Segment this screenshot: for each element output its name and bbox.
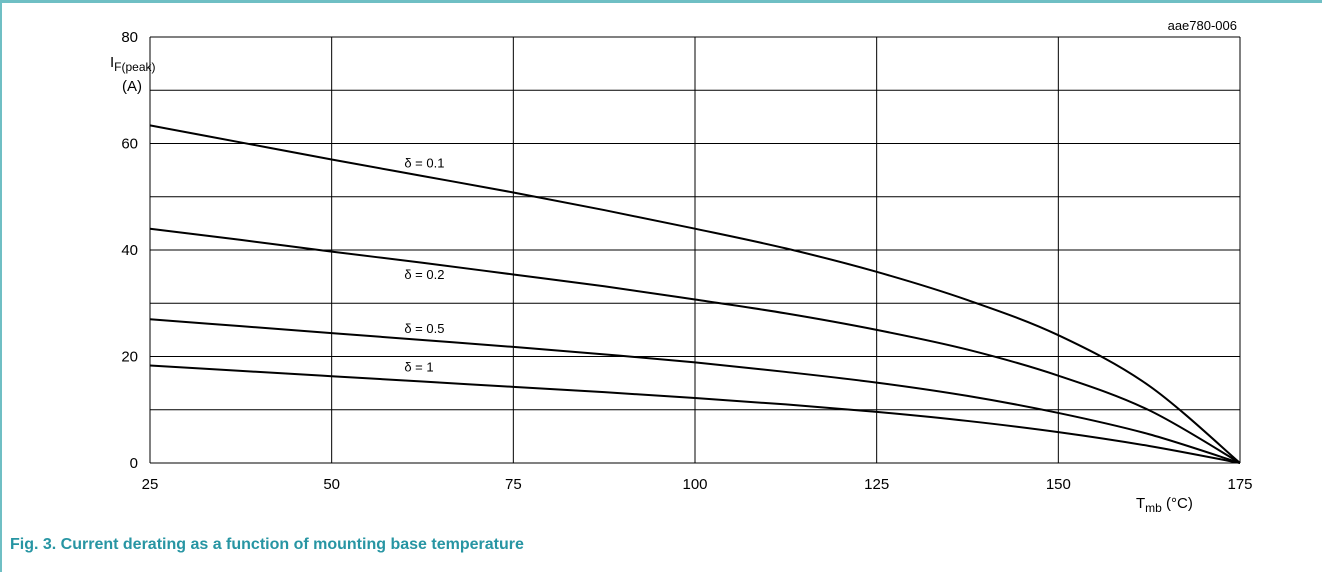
y-axis-label-sub: F(peak) xyxy=(114,60,155,74)
grid xyxy=(149,36,1241,464)
frame-left-border xyxy=(0,0,2,572)
y-tick-label-0: 0 xyxy=(130,455,138,472)
y-axis-label-main: I xyxy=(110,54,114,71)
y-axis-unit: (A) xyxy=(122,78,142,95)
derating-chart: δ = 0.1 δ = 0.2 δ = 0.5 δ = 1 0 20 40 60 80 25 50… xyxy=(110,18,1253,515)
series-line-3 xyxy=(149,364,1241,464)
figure-code: aae780-006 xyxy=(1168,18,1237,33)
x-axis-label-sub: mb xyxy=(1145,501,1162,515)
x-tick-label-0: 25 xyxy=(142,476,159,493)
x-tick-label-1: 50 xyxy=(323,476,340,493)
y-tick-label-4: 80 xyxy=(121,29,138,46)
x-axis-label-unit: (°C) xyxy=(1162,495,1193,512)
series-line-2 xyxy=(149,318,1241,464)
x-tick-label-4: 125 xyxy=(864,476,889,493)
x-tick-label-3: 100 xyxy=(682,476,707,493)
figure-caption: Fig. 3. Current derating as a function o… xyxy=(10,536,524,553)
y-axis-label: IF(peak) xyxy=(110,54,156,74)
y-tick-label-1: 20 xyxy=(121,349,138,366)
y-tick-label-3: 60 xyxy=(121,136,138,153)
series-label-3: δ = 1 xyxy=(404,359,433,374)
x-axis-label-main: T xyxy=(1136,495,1145,512)
series-label-0: δ = 0.1 xyxy=(404,155,444,170)
series-line-0 xyxy=(149,124,1241,464)
x-tick-label-2: 75 xyxy=(505,476,522,493)
frame-top-border xyxy=(0,0,1322,3)
tick-labels: 0 20 40 60 80 25 50 75 100 125 150 175 xyxy=(121,29,1252,493)
x-tick-label-5: 150 xyxy=(1046,476,1071,493)
series-label-2: δ = 0.5 xyxy=(404,321,444,336)
series-label-1: δ = 0.2 xyxy=(404,267,444,282)
series-line-1 xyxy=(149,227,1241,464)
series-lines xyxy=(149,124,1241,464)
y-tick-label-2: 40 xyxy=(121,242,138,259)
x-axis-label: Tmb (°C) xyxy=(1136,495,1193,515)
series-labels: δ = 0.1 δ = 0.2 δ = 0.5 δ = 1 xyxy=(404,155,444,374)
x-tick-label-6: 175 xyxy=(1227,476,1252,493)
